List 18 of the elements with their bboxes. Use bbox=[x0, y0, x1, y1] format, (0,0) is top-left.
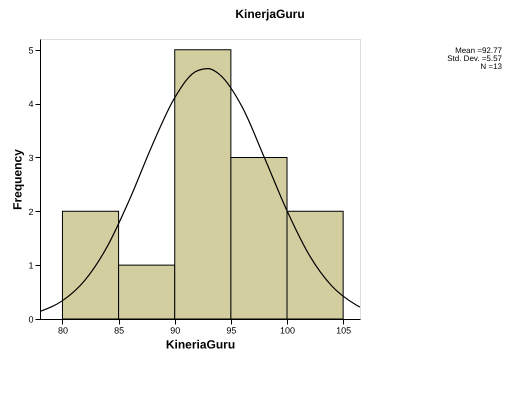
y-tick-label: 5 bbox=[28, 45, 34, 56]
x-tick-label: 85 bbox=[114, 326, 124, 336]
text: Std. Dev. =5.57 bbox=[447, 54, 503, 63]
y-tick-label: 0 bbox=[28, 314, 34, 324]
x-axis-title: KineriaGuru bbox=[166, 338, 236, 352]
x-tick-label: 80 bbox=[58, 326, 68, 336]
x-tick-label: 90 bbox=[170, 326, 180, 336]
y-tick-label: 1 bbox=[28, 260, 34, 271]
x-tick-label: 105 bbox=[336, 326, 352, 336]
y-tick-label: 3 bbox=[28, 152, 34, 163]
y-tick-label: 2 bbox=[28, 206, 34, 217]
x-tick-label: 100 bbox=[280, 326, 296, 336]
text: Mean =92.77 bbox=[455, 46, 503, 55]
text: N =13 bbox=[480, 62, 503, 71]
y-tick-label: 4 bbox=[28, 99, 34, 110]
x-tick-label: 95 bbox=[226, 326, 236, 336]
y-axis-title: Frequency bbox=[10, 148, 24, 210]
chart-title: KinerjaGuru bbox=[235, 7, 305, 21]
